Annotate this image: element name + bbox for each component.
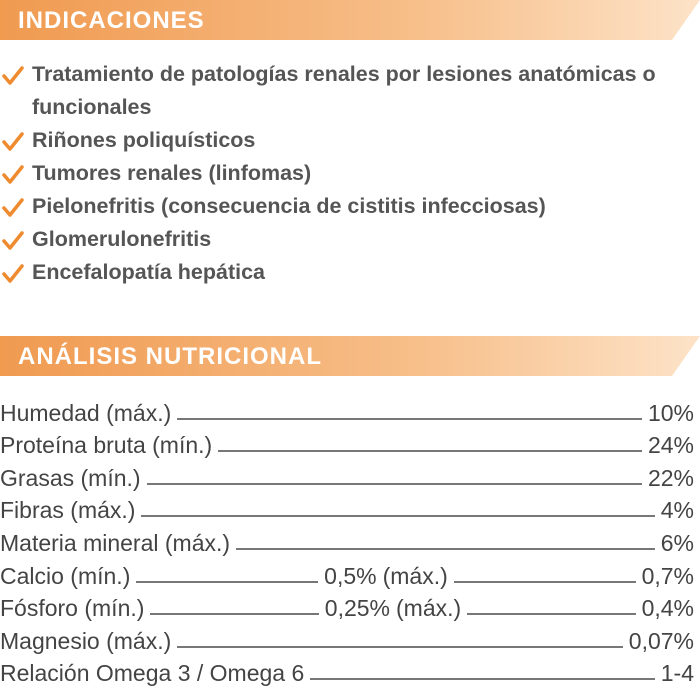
indication-text: Riñones poliquísticos [32,128,256,152]
nutrient-value: 22% [647,464,694,491]
nutrient-label: Magnesio (máx.) [0,627,172,654]
nutrient-value: 0,5% [324,562,377,589]
leader-line [236,547,655,550]
nutrient-value: 0,4% [641,595,694,622]
nutrient-value: 24% [647,432,694,459]
nutrition-table: Humedad (máx.) 10% Proteína bruta (mín.) 24… [0,394,694,687]
nutrient-label: Fibras (máx.) [0,497,136,524]
indication-item: Riñones poliquísticos [0,124,672,157]
indication-text: Pielonefritis (consecuencia de cistitis … [32,194,546,218]
check-icon [2,132,24,151]
nutrition-row: Humedad (máx.) 10% [0,394,694,427]
indication-item: Glomerulonefritis [0,223,672,256]
section-header: INDICACIONES [0,0,700,40]
indication-text: Tratamiento de patologías renales por le… [32,62,656,119]
check-icon [2,66,24,85]
nutrition-row: Grasas (mín.) 22% [0,459,694,492]
nutrition-row: Magnesio (máx.) 0,07% [0,622,694,655]
indication-item: Pielonefritis (consecuencia de cistitis … [0,190,672,223]
indication-text: Tumores renales (linfomas) [32,161,312,185]
nutrition-row: Proteína bruta (mín.) 24% [0,427,694,460]
indication-text: Glomerulonefritis [32,227,212,251]
nutrient-value: 4% [660,497,694,524]
leader-line [218,450,642,453]
leader-line [453,580,636,583]
nutrient-label: Grasas (mín.) [0,464,141,491]
section-title: INDICACIONES [18,7,205,34]
section-title: ANÁLISIS NUTRICIONAL [18,343,322,370]
check-icon [2,165,24,184]
indications-list: Tratamiento de patologías renales por le… [0,58,700,289]
leader-line [310,678,655,681]
nutrient-value: 6% [660,529,694,556]
nutrient-label: Fósforo (mín.) [0,595,145,622]
leader-line [150,613,319,616]
nutrient-label: Humedad (máx.) [0,399,172,426]
nutrition-row: Fósforo (mín.) 0,25% (máx.) 0,4% [0,590,694,623]
indication-item: Tratamiento de patologías renales por le… [0,58,672,124]
check-icon [2,264,24,283]
leader-line [467,613,636,616]
nutrition-row: Materia mineral (máx.) 6% [0,524,694,557]
nutrient-value: 10% [647,399,694,426]
nutrient-value: 0,25% [324,595,391,622]
nutrient-label: Materia mineral (máx.) [0,529,231,556]
nutrient-label: Calcio (mín.) [0,562,131,589]
indication-text: Encefalopatía hepática [32,260,265,284]
leader-line [136,580,319,583]
nutrient-value: 0,7% [641,562,694,589]
nutrition-row: Fibras (máx.) 4% [0,492,694,525]
nutrition-row: Calcio (mín.) 0,5% (máx.) 0,7% [0,557,694,590]
leader-line [177,645,623,648]
indication-item: Encefalopatía hepática [0,256,672,289]
nutrition-row: Relación Omega 3 / Omega 6 1-4 [0,655,694,688]
nutrient-label: Relación Omega 3 / Omega 6 [0,660,305,687]
leader-line [141,515,655,518]
leader-line [146,482,642,485]
check-icon [2,198,24,217]
indication-item: Tumores renales (linfomas) [0,157,672,190]
leader-line [177,417,642,420]
nutrient-label: Proteína bruta (mín.) [0,432,213,459]
nutrient-label: (máx.) [382,562,448,589]
nutrient-label: (máx.) [396,595,462,622]
check-icon [2,231,24,250]
nutrient-value: 0,07% [628,627,694,654]
section-header: ANÁLISIS NUTRICIONAL [0,336,700,376]
nutrient-value: 1-4 [660,660,694,687]
